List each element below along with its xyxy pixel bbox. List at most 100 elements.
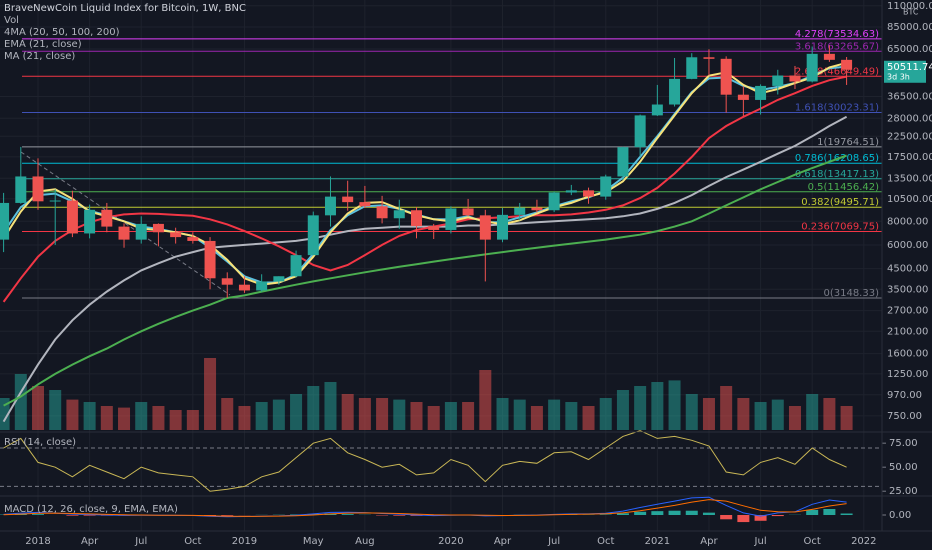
y-tick-label: 13500.00: [887, 173, 932, 184]
volume-bar: [582, 406, 595, 430]
macd-histogram: [806, 509, 819, 515]
volume-bar: [806, 394, 819, 430]
fib-label: 0(3148.33): [823, 288, 879, 299]
x-tick-label: Oct: [597, 536, 614, 547]
candle-body: [187, 237, 199, 241]
y-tick-label: 65000.00: [887, 44, 932, 55]
fib-label: 3.618(63265.67): [795, 41, 879, 52]
x-tick-label: Jul: [547, 536, 560, 547]
candle-body: [204, 240, 216, 279]
volume-bar: [272, 399, 285, 430]
macd-histogram: [393, 515, 406, 516]
candle-body: [152, 223, 164, 233]
volume-bar: [255, 402, 268, 430]
y-tick-label: 2100.00: [887, 326, 928, 337]
y-tick-label: 4500.00: [887, 264, 928, 275]
macd-histogram: [823, 509, 836, 515]
volume-bar: [186, 410, 199, 430]
currency-label: BTC: [903, 8, 919, 17]
volume-bar: [685, 394, 698, 430]
fib-label: 2.618(46649.49): [795, 66, 879, 77]
candle-body: [273, 276, 285, 282]
volume-bar: [702, 398, 715, 430]
legend: BraveNewCoin Liquid Index for Bitcoin, 1…: [4, 3, 919, 515]
candle-body: [669, 78, 681, 105]
fib-label: 4.278(73534.63): [795, 29, 879, 40]
moving-average: [2, 115, 848, 423]
signal-line: [3, 499, 847, 517]
macd-histogram: [32, 514, 45, 515]
countdown-label: 3d 3h: [887, 72, 910, 81]
volume-bar: [548, 399, 561, 430]
candle-body: [49, 200, 61, 202]
x-tick-label: Oct: [184, 536, 201, 547]
candle-body: [462, 208, 474, 216]
volume-bar: [290, 394, 303, 430]
candle-body: [531, 207, 543, 211]
volume-bar: [720, 386, 733, 430]
volume-bar: [788, 406, 801, 430]
last-price-box: [884, 60, 926, 83]
volume-bar: [152, 406, 165, 430]
fib-label: 1.618(30023.31): [795, 103, 879, 114]
x-tick-label: 2021: [645, 536, 670, 547]
candle-body: [755, 85, 767, 100]
volume-bar: [324, 382, 337, 430]
candle-body: [324, 196, 336, 216]
y-tick-label: 85000.00: [887, 22, 932, 33]
volume-bar: [462, 402, 475, 430]
macd-histogram: [634, 511, 647, 515]
fib-label: 0.382(9495.71): [801, 197, 879, 208]
volume-bar: [840, 406, 853, 430]
candle-body: [497, 214, 509, 240]
volume-bar: [771, 399, 784, 430]
candle-body: [66, 200, 78, 234]
macd-histogram: [840, 513, 853, 515]
y-tick-label: 28000.00: [887, 113, 932, 124]
y-tick-label: 22500.00: [887, 131, 932, 142]
candle-body: [806, 53, 818, 82]
fib-label: 0.618(13417.13): [795, 169, 879, 180]
candle-body: [256, 281, 268, 291]
x-tick-label: May: [303, 536, 324, 547]
macd-histogram: [341, 514, 354, 515]
candle-body: [823, 53, 835, 60]
indicator-label: Vol: [4, 15, 19, 26]
candle-body: [789, 75, 801, 82]
candle-body: [15, 176, 27, 203]
volume-bar: [668, 380, 681, 430]
volume-bar: [0, 398, 10, 430]
x-tick-label: Apr: [494, 536, 512, 547]
rsi-tick-label: 25.00: [889, 486, 918, 497]
candle-body: [101, 209, 113, 227]
volume-bar: [565, 402, 578, 430]
candle-body: [720, 58, 732, 95]
candle-body: [290, 255, 302, 277]
candle-body: [737, 94, 749, 100]
rsi-tick-label: 50.00: [889, 462, 918, 473]
volume-bar: [49, 390, 62, 430]
candle-body: [565, 190, 577, 193]
candle-body: [703, 57, 715, 59]
volume-bar: [410, 402, 423, 430]
rsi-line: [3, 430, 847, 492]
candle-body: [772, 75, 784, 86]
volume-bar: [358, 398, 371, 430]
axes: 2018 Apr Jul Oct 2019 May Aug 2020 Apr Jul Oct 2021…: [25, 1, 932, 547]
volume-bar: [66, 399, 79, 430]
volume-bar: [376, 398, 389, 430]
candle-body: [307, 215, 319, 256]
volume-bar: [169, 410, 182, 430]
y-tick-label: 750.00: [887, 411, 922, 422]
chart-title: BraveNewCoin Liquid Index for Bitcoin, 1…: [4, 3, 246, 14]
volume-bar: [204, 358, 217, 430]
y-tick-label: 1250.00: [887, 369, 928, 380]
moving-average: [3, 154, 847, 407]
volume: [0, 358, 853, 430]
volume-bar: [118, 407, 131, 430]
candle-body: [221, 278, 233, 285]
y-tick-label: 2700.00: [887, 306, 928, 317]
volume-bar: [238, 406, 251, 430]
